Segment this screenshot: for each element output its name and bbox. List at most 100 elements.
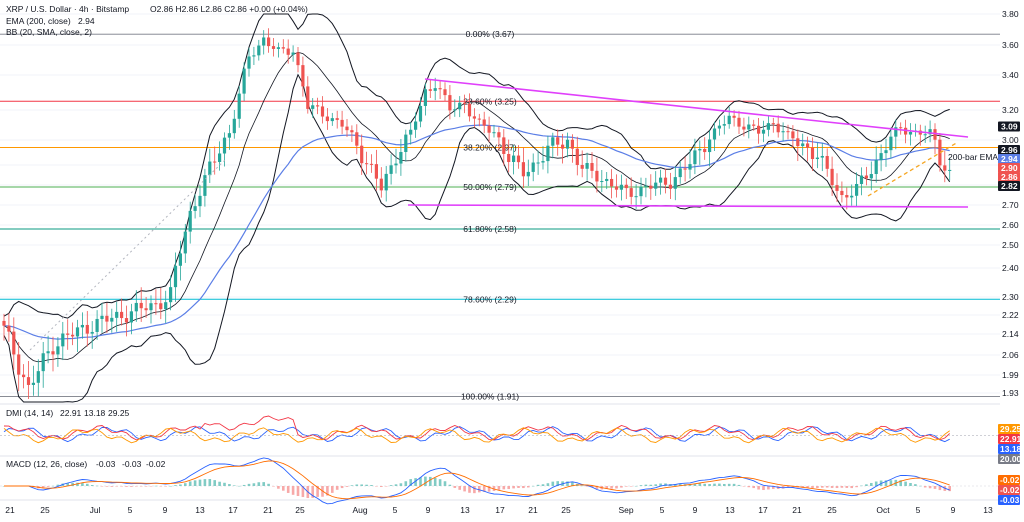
time-tick-label: 9	[951, 505, 956, 515]
time-tick-label: 9	[163, 505, 168, 515]
candle-body	[884, 150, 888, 154]
macd-histogram-bar	[845, 486, 849, 488]
candle-body	[394, 163, 398, 166]
macd-histogram-bar	[277, 486, 280, 489]
candle-body	[492, 132, 496, 134]
candle-body	[668, 184, 672, 189]
ema-legend[interactable]: EMA (200, close)	[6, 16, 71, 26]
price-axis: 3.803.603.403.203.002.902.802.702.602.50…	[1002, 9, 1019, 398]
macd-histogram-bar	[414, 478, 417, 486]
time-tick-label: 25	[561, 505, 571, 515]
dmi-pane[interactable]	[0, 415, 1000, 444]
candle-body	[654, 182, 658, 189]
candle-body	[644, 185, 648, 187]
macd-histogram-bar	[218, 481, 221, 486]
candle-body	[46, 351, 50, 354]
macd-histogram-bar	[473, 486, 476, 494]
macd-histogram-bar	[424, 476, 427, 486]
macd-histogram-bar	[291, 486, 295, 495]
fib-label: 23.60% (3.25)	[463, 96, 517, 106]
price-tick-label: 1.93	[1002, 388, 1019, 398]
macd-histogram-bar	[296, 486, 300, 496]
macd-histogram-bar	[81, 482, 84, 486]
macd-legend[interactable]: MACD (12, 26, close)	[6, 459, 87, 469]
macd-histogram-bar	[507, 486, 510, 490]
candle-body	[227, 133, 231, 138]
macd-histogram-bar	[948, 486, 951, 492]
candle-body	[66, 333, 70, 335]
macd-histogram-bar	[522, 486, 525, 489]
macd-histogram-bar	[267, 483, 270, 486]
macd-histogram-bar	[340, 486, 344, 489]
ema-legend-value: 2.94	[78, 16, 95, 26]
candle-body	[923, 134, 927, 136]
macd-histogram-bar	[732, 483, 736, 486]
candle-body	[477, 118, 481, 120]
fib-label: 38.20% (2.97)	[463, 143, 517, 153]
time-tick-label: 21	[263, 505, 273, 515]
macd-histogram-bar	[345, 486, 349, 487]
candle-body	[717, 125, 721, 129]
candle-body	[580, 164, 584, 169]
candle-body	[512, 155, 516, 163]
candle-body	[796, 138, 800, 147]
macd-histogram-bar	[184, 483, 187, 486]
candle-body	[825, 155, 829, 169]
macd-pane[interactable]	[0, 457, 1000, 505]
candle-body	[399, 151, 403, 164]
time-tick-label: 5	[916, 505, 921, 515]
candle-body	[129, 311, 133, 323]
macd-histogram-bar	[301, 486, 305, 498]
macd-tag	[998, 485, 1020, 495]
candle-body	[703, 148, 707, 153]
candle-body	[933, 129, 937, 140]
macd-histogram-bar	[492, 486, 496, 492]
candle-body	[301, 65, 305, 87]
time-tick-label: 17	[228, 505, 238, 515]
bb-legend[interactable]: BB (20, SMA, close, 2)	[6, 27, 92, 37]
macd-histogram-bar	[816, 486, 819, 489]
candle-body	[889, 136, 893, 151]
candle-body	[61, 333, 65, 347]
price-tag-label: 2.90	[1001, 163, 1018, 173]
macd-histogram-bar	[840, 486, 844, 488]
candle-body	[688, 164, 692, 170]
macd-histogram-bar	[115, 486, 118, 487]
macd-histogram-bar	[708, 484, 711, 486]
candle-body	[879, 153, 883, 161]
macd-histogram-bar	[335, 486, 339, 490]
candle-body	[830, 168, 834, 186]
macd-histogram-bar	[370, 485, 373, 486]
candle-body	[374, 164, 378, 179]
candle-body	[605, 178, 609, 182]
ohlc-readout: O2.86 H2.86 L2.86 C2.86 +0.00 (+0.04%)	[150, 4, 308, 14]
macd-histogram-bar	[497, 486, 501, 490]
candle-body	[908, 131, 913, 135]
macd-signal-line	[4, 460, 950, 500]
candle-body	[237, 93, 241, 119]
candle-body	[698, 148, 702, 151]
macd-histogram-bar	[286, 486, 290, 493]
candle-body	[443, 89, 447, 96]
price-tick-label: 1.99	[1002, 370, 1019, 380]
macd-histogram-bar	[223, 482, 226, 486]
candle-body	[95, 318, 99, 332]
candles[interactable]	[2, 28, 952, 399]
macd-histogram-bar	[188, 481, 192, 486]
macd-histogram-bar	[546, 483, 550, 486]
candle-body	[453, 109, 457, 111]
candle-body	[345, 126, 349, 131]
macd-tags: -0.02-0.02-0.03	[998, 475, 1020, 505]
candle-body	[624, 184, 628, 189]
time-tick-label: 9	[426, 505, 431, 515]
macd-histogram-bar	[806, 486, 809, 488]
candle-body	[943, 165, 947, 171]
macd-histogram-bar	[786, 486, 790, 488]
candle-body	[791, 131, 795, 139]
macd-histogram-bar	[71, 482, 74, 486]
candle-body	[526, 171, 530, 177]
macd-histogram-bar	[51, 485, 55, 487]
macd-histogram-bar	[625, 486, 628, 487]
dmi-legend[interactable]: DMI (14, 14)	[6, 408, 53, 418]
